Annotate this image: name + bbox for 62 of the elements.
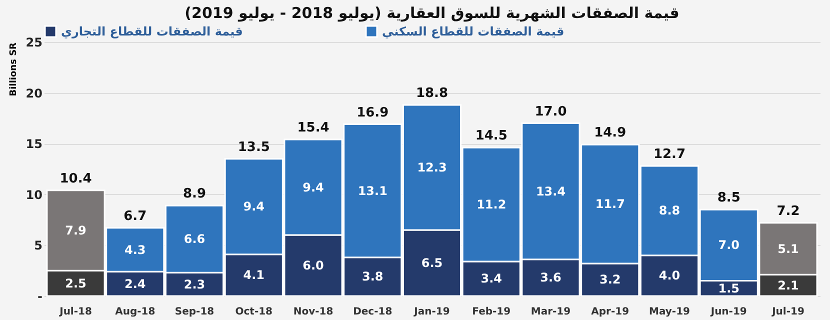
total-label: 14.9 <box>594 126 626 141</box>
data-label: 11.2 <box>476 198 506 212</box>
data-label: 5.1 <box>778 242 799 256</box>
chart-title: قيمة الصفقات الشهرية للسوق العقارية (يوليو 2018 - يوليو 2019) <box>184 4 680 22</box>
data-label: 1.5 <box>718 281 740 296</box>
x-tick-label: Jan-19 <box>413 306 450 318</box>
total-label: 8.9 <box>182 186 206 202</box>
data-label: 13.4 <box>536 184 566 198</box>
data-label: 4.1 <box>243 268 265 282</box>
data-label: 6.6 <box>184 232 206 246</box>
data-label: 3.6 <box>540 270 562 285</box>
data-label: 12.3 <box>417 160 447 174</box>
legend-label: قيمة الصفقات للقطاع السكني <box>382 24 564 39</box>
data-label: 4.3 <box>124 242 146 257</box>
x-tick-label: Mar-19 <box>530 306 571 318</box>
y-tick-label: 5 <box>34 238 42 253</box>
data-label: 2.3 <box>184 277 206 292</box>
y-tick-label: 15 <box>26 137 42 152</box>
x-tick-label: Oct-18 <box>235 306 273 318</box>
total-label: 17.0 <box>534 104 567 120</box>
x-tick-label: Jul-18 <box>58 306 92 318</box>
total-label: 16.9 <box>356 105 389 120</box>
data-label: 3.2 <box>599 272 621 287</box>
legend-label: قيمة الصفقات للقطاع التجاري <box>61 24 243 39</box>
x-tick-label: Jul-19 <box>771 306 804 318</box>
data-label: 3.4 <box>480 272 502 286</box>
data-label: 8.8 <box>658 204 680 218</box>
x-tick-label: Apr-19 <box>591 306 630 318</box>
data-label: 6.5 <box>421 256 443 270</box>
total-label: 15.4 <box>297 120 330 136</box>
x-tick-label: Jun-19 <box>710 306 747 318</box>
y-tick-label: 20 <box>26 86 42 100</box>
x-tick-label: May-19 <box>649 306 690 318</box>
data-label: 7.0 <box>718 238 740 252</box>
y-tick-label: 10 <box>26 188 42 202</box>
x-tick-label: Sep-18 <box>174 306 214 318</box>
total-label: 12.7 <box>653 146 686 162</box>
x-tick-label: Nov-18 <box>293 306 334 318</box>
total-label: 10.4 <box>60 171 92 186</box>
x-tick-label: Aug-18 <box>115 306 156 318</box>
data-label: 3.8 <box>362 270 384 284</box>
data-label: 4.0 <box>658 268 680 283</box>
data-label: 13.1 <box>358 184 388 198</box>
total-label: 6.7 <box>124 208 147 224</box>
data-label: 11.7 <box>595 197 625 212</box>
data-label: 9.4 <box>302 180 324 194</box>
data-label: 6.0 <box>302 258 324 273</box>
x-tick-label: Dec-18 <box>353 306 392 318</box>
y-tick-label: 25 <box>26 36 42 50</box>
total-label: 14.5 <box>475 128 508 144</box>
total-label: 8.5 <box>717 190 740 206</box>
data-label: 2.1 <box>778 278 799 292</box>
total-label: 18.8 <box>416 86 448 101</box>
y-tick-label: - <box>38 290 43 304</box>
x-tick-label: Feb-19 <box>472 306 511 318</box>
data-label: 2.4 <box>124 276 146 291</box>
total-label: 13.5 <box>238 140 270 155</box>
y-axis-title: Billions SR <box>8 42 19 96</box>
data-label: 7.9 <box>65 223 86 238</box>
data-label: 2.5 <box>65 276 86 290</box>
total-label: 7.2 <box>776 204 800 219</box>
data-label: 9.4 <box>243 200 265 214</box>
